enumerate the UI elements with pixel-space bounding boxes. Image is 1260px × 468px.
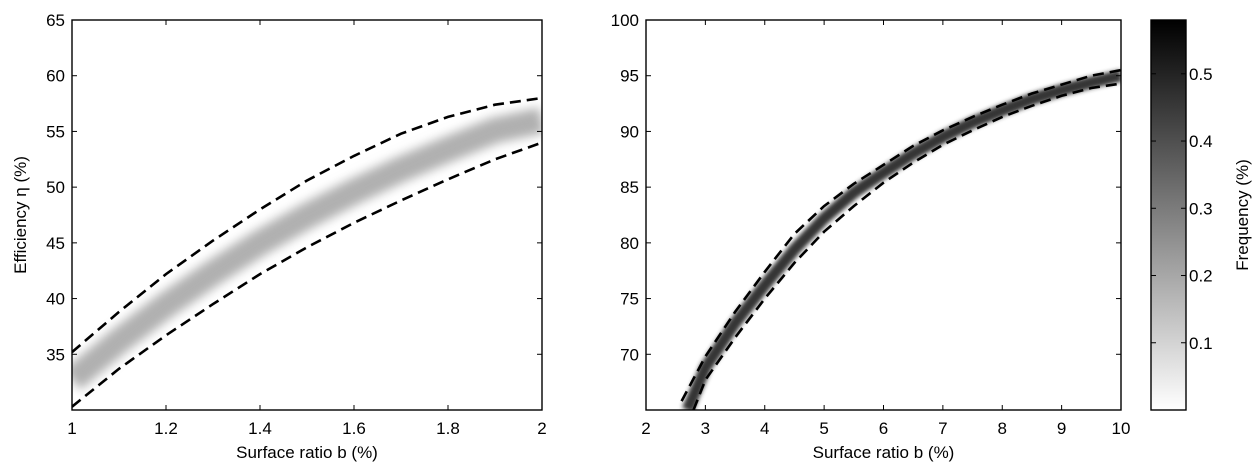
x-tick-label: 4 [760, 419, 769, 438]
colorbar-tick-label: 0.5 [1189, 65, 1213, 84]
density-band [72, 107, 542, 390]
plot-area [680, 68, 1121, 410]
colorbar-tick-label: 0.1 [1189, 334, 1213, 353]
x-tick-label: 1.8 [436, 419, 460, 438]
lower-bound-dashed-line [692, 82, 1121, 410]
x-tick-label: 3 [701, 419, 710, 438]
x-tick-label: 7 [938, 419, 947, 438]
axes-frame [71, 19, 543, 411]
x-tick-label: 2 [641, 419, 650, 438]
colorbar-tick-label: 0.4 [1189, 132, 1213, 151]
y-tick-label: 50 [46, 178, 65, 197]
upper-bound-dashed-line [72, 96, 542, 354]
upper-bound-dashed-line [680, 68, 1121, 402]
y-tick-label: 90 [620, 122, 639, 141]
density-band [682, 69, 1121, 410]
x-tick-label: 1.6 [342, 419, 366, 438]
colorbar-tick-label: 0.3 [1189, 199, 1213, 218]
x-tick-label: 1.2 [154, 419, 178, 438]
colorbar-label: Frequency (%) [1233, 159, 1252, 270]
x-axis-label: Surface ratio b (%) [813, 443, 955, 462]
x-tick-label: 1.4 [248, 419, 272, 438]
right-panel: 2 3 4 5 6 7 8 9 10 70 75 80 85 90 95 100 Surface ratio b… [611, 11, 1131, 462]
colorbar-tick-label: 0.2 [1189, 267, 1213, 286]
y-tick-label: 100 [611, 11, 639, 30]
left-panel: 1 1.2 1.4 1.6 1.8 2 35 40 45 50 55 60 65 Surface rati… [11, 11, 547, 462]
y-tick-label: 75 [620, 290, 639, 309]
x-tick-label: 5 [819, 419, 828, 438]
y-axis-label: Efficiency η (%) [11, 156, 30, 274]
y-tick-label: 70 [620, 345, 639, 364]
y-tick-label: 35 [46, 345, 65, 364]
x-tick-label: 1 [67, 419, 76, 438]
y-tick-label: 40 [46, 290, 65, 309]
plot-area [72, 96, 542, 408]
x-tick-label: 8 [998, 419, 1007, 438]
x-axis-label: Surface ratio b (%) [236, 443, 378, 462]
lower-bound-dashed-line [72, 141, 542, 408]
y-tick-label: 80 [620, 234, 639, 253]
y-tick-label: 65 [46, 11, 65, 30]
y-tick-label: 85 [620, 178, 639, 197]
y-tick-label: 55 [46, 122, 65, 141]
y-tick-label: 95 [620, 67, 639, 86]
x-tick-label: 10 [1112, 419, 1131, 438]
y-tick-label: 45 [46, 234, 65, 253]
x-tick-label: 9 [1057, 419, 1066, 438]
y-tick-label: 60 [46, 67, 65, 86]
x-tick-label: 6 [879, 419, 888, 438]
x-tick-label: 2 [537, 419, 546, 438]
colorbar: 0.1 0.2 0.3 0.4 0.5 Frequency (%) [1150, 19, 1252, 411]
colorbar-gradient [1150, 19, 1187, 411]
